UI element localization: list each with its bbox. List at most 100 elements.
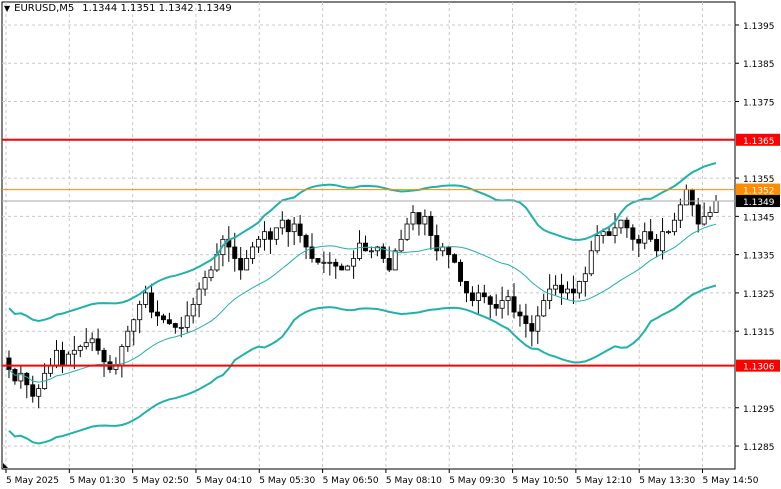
candle-body bbox=[65, 353, 71, 367]
bollinger-middle bbox=[8, 223, 717, 383]
candle-body bbox=[137, 304, 143, 321]
candle-body bbox=[463, 281, 469, 294]
candle-body bbox=[208, 269, 214, 279]
level-price-tag bbox=[736, 183, 780, 196]
candle-body bbox=[642, 231, 648, 244]
candle-body bbox=[190, 304, 196, 317]
candle-body bbox=[297, 223, 303, 236]
candle-body bbox=[636, 238, 642, 244]
candle-body bbox=[612, 227, 618, 236]
time-label: 5 May 2025 bbox=[6, 476, 59, 486]
candle-body bbox=[458, 261, 464, 282]
candle-body bbox=[131, 319, 137, 332]
candle-body bbox=[143, 292, 149, 305]
candle-body bbox=[588, 250, 594, 275]
level-price-label: 1.1306 bbox=[743, 363, 775, 373]
candle-body bbox=[713, 200, 719, 213]
candle-body bbox=[570, 288, 576, 294]
level-price-label: 1.1365 bbox=[743, 137, 775, 147]
price-label: 1.1295 bbox=[743, 405, 775, 415]
candle-body bbox=[505, 296, 511, 301]
candle-body bbox=[291, 223, 297, 233]
candle-body bbox=[380, 246, 386, 259]
candle-body bbox=[6, 357, 12, 370]
candle-body bbox=[368, 250, 374, 253]
time-label: 5 May 13:30 bbox=[639, 476, 695, 486]
candle-body bbox=[250, 246, 256, 259]
candle-body bbox=[30, 384, 36, 397]
candle-body bbox=[172, 323, 178, 328]
candle-body bbox=[54, 349, 59, 367]
candle-body bbox=[160, 315, 166, 321]
candle-body bbox=[315, 258, 321, 263]
candle-body bbox=[196, 288, 202, 305]
candle-body bbox=[89, 338, 95, 344]
candle-body bbox=[351, 258, 357, 267]
candle-body bbox=[273, 227, 279, 240]
candle-body bbox=[707, 212, 713, 217]
bollinger-upper bbox=[8, 162, 717, 323]
candle-body bbox=[594, 235, 600, 252]
candle-body bbox=[469, 292, 475, 301]
candle-body bbox=[309, 246, 315, 259]
time-label: 5 May 14:50 bbox=[703, 476, 759, 486]
candle-body bbox=[565, 288, 570, 294]
candle-body bbox=[499, 300, 505, 309]
candle-body bbox=[357, 242, 363, 259]
time-label: 5 May 10:50 bbox=[513, 476, 569, 486]
candle-body bbox=[345, 265, 351, 271]
candle-body bbox=[517, 311, 523, 317]
price-label: 1.1325 bbox=[743, 290, 775, 300]
candle-body bbox=[24, 372, 30, 386]
candle-body bbox=[487, 296, 493, 305]
candle-body bbox=[232, 246, 238, 259]
candle-body bbox=[701, 215, 707, 225]
candle-body bbox=[155, 311, 160, 317]
candle-body bbox=[333, 261, 339, 267]
candle-body bbox=[582, 273, 588, 282]
time-label: 5 May 04:10 bbox=[196, 476, 252, 486]
price-label: 1.1345 bbox=[743, 213, 775, 223]
candle-body bbox=[648, 231, 654, 240]
candle-body bbox=[630, 227, 636, 240]
candle-body bbox=[666, 231, 671, 234]
candle-body bbox=[398, 238, 404, 252]
candle-body bbox=[535, 315, 541, 332]
candle-body bbox=[48, 365, 54, 374]
candle-body bbox=[446, 246, 452, 256]
corner-triangle-icon bbox=[3, 463, 8, 468]
current-price-label: 1.1349 bbox=[743, 198, 775, 208]
candle-body bbox=[279, 219, 285, 229]
level-price-tag bbox=[736, 359, 780, 372]
candle-body bbox=[303, 235, 309, 248]
candle-body bbox=[285, 219, 291, 233]
candle-body bbox=[77, 346, 83, 351]
candle-body bbox=[36, 388, 42, 397]
candle-body bbox=[475, 292, 481, 301]
candle-body bbox=[327, 261, 333, 264]
candle-body bbox=[374, 246, 380, 252]
time-label: 5 May 12:10 bbox=[576, 476, 632, 486]
candle-body bbox=[244, 258, 250, 271]
candle-body bbox=[83, 342, 89, 347]
price-label: 1.1375 bbox=[743, 99, 775, 109]
candle-body bbox=[428, 215, 434, 236]
candle-body bbox=[660, 231, 666, 252]
bollinger-lower bbox=[8, 284, 717, 445]
candle-body bbox=[523, 315, 529, 324]
candle-body bbox=[689, 189, 695, 206]
candle-body bbox=[511, 296, 517, 313]
candle-body bbox=[392, 250, 398, 271]
candle-body bbox=[547, 288, 553, 301]
plot-area bbox=[1, 1, 736, 470]
candle-body bbox=[59, 349, 65, 367]
candle-body bbox=[71, 349, 77, 355]
candle-body bbox=[677, 204, 683, 221]
level-price-tag bbox=[736, 133, 780, 146]
candle-body bbox=[125, 330, 131, 347]
candle-body bbox=[95, 338, 101, 351]
dropdown-triangle-icon[interactable]: ▼ bbox=[4, 4, 11, 13]
candle-body bbox=[410, 212, 416, 225]
